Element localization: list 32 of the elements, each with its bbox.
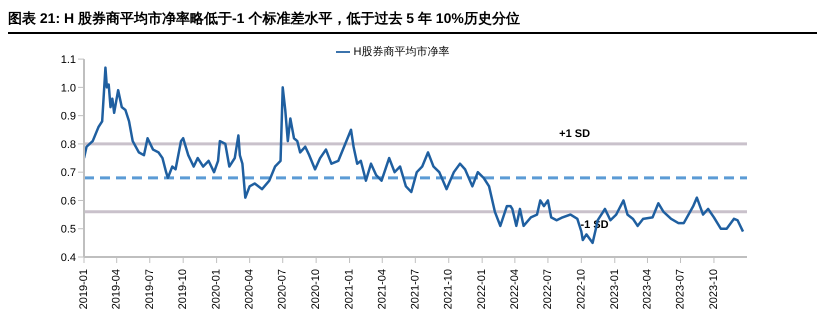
y-tick-label: 0.5 xyxy=(60,224,76,236)
x-tick-label: 2021-04 xyxy=(376,269,388,310)
y-tick-label: 0.4 xyxy=(60,252,76,264)
x-tick-label: 2023-04 xyxy=(641,269,654,310)
x-tick-label: 2021-10 xyxy=(442,269,455,310)
y-tick-label: 0.8 xyxy=(60,138,76,151)
line-series xyxy=(84,66,744,244)
y-tick-label: 0.7 xyxy=(60,167,76,180)
x-tick-label: 2019-04 xyxy=(110,269,123,310)
y-tick-label: 0.9 xyxy=(60,110,76,123)
x-tick-label: 2023-01 xyxy=(608,269,621,310)
x-tick-label: 2021-07 xyxy=(409,269,422,310)
x-tick-label: 2021-01 xyxy=(344,269,356,310)
x-tick-label: 2019-07 xyxy=(144,269,156,310)
x-tick-label: 2023-10 xyxy=(708,269,720,310)
x-tick-label: 2019-01 xyxy=(78,269,90,310)
x-tick-label: 2020-07 xyxy=(276,269,289,310)
x-tick-label: 2022-10 xyxy=(575,269,588,310)
x-tick-label: 2023-07 xyxy=(674,269,687,310)
legend-label: H股券商平均市净率 xyxy=(354,46,450,58)
chart-title: 图表 21: H 股券商平均市净率略低于-1 个标准差水平，低于过去 5 年 10%历史分位 xyxy=(8,8,817,34)
x-tick-label: 2020-01 xyxy=(210,269,223,310)
x-tick-label: 2020-10 xyxy=(310,269,322,310)
x-tick-label: 2020-04 xyxy=(244,269,256,310)
x-tick-label: 2019-10 xyxy=(177,269,190,310)
x-tick-label: 2022-04 xyxy=(508,269,521,310)
y-tick-label: 1.0 xyxy=(60,82,76,94)
x-tick-label: 2022-07 xyxy=(542,269,554,310)
y-tick-label: 1.1 xyxy=(60,54,76,66)
x-tick-label: 2022-01 xyxy=(476,269,488,310)
ref-line-label: +1 SD xyxy=(559,128,590,140)
y-tick-label: 0.6 xyxy=(60,195,76,208)
